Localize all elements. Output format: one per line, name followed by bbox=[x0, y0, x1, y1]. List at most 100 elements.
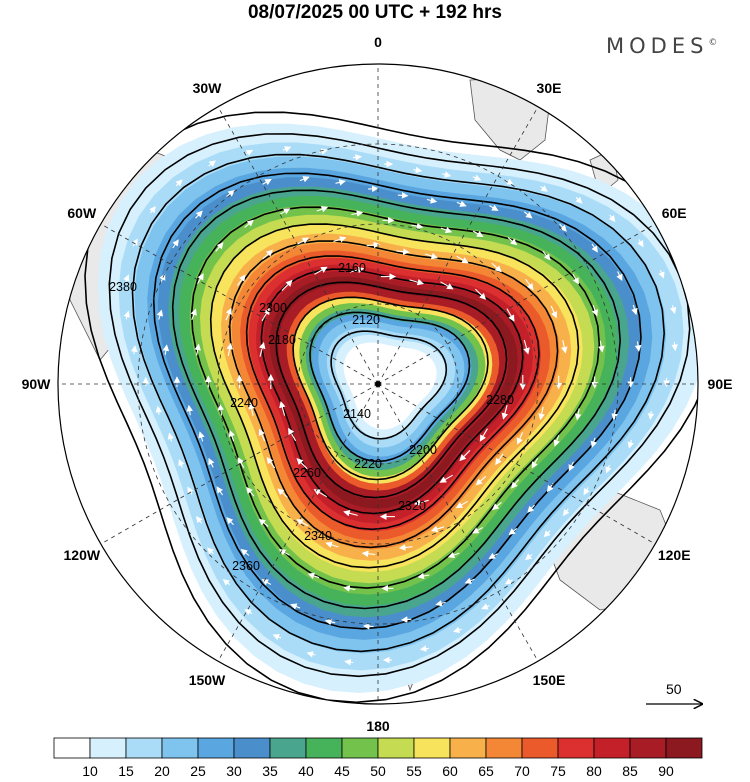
wind-arrow bbox=[244, 219, 254, 228]
colorbar-swatch bbox=[233, 737, 271, 759]
wind-arrow bbox=[481, 603, 490, 610]
wind-arrow bbox=[226, 190, 235, 198]
wind-arrow bbox=[187, 486, 194, 495]
colorbar-swatch bbox=[89, 737, 127, 759]
wind-arrow bbox=[491, 262, 502, 273]
reference-vector-value: 50 bbox=[666, 681, 682, 697]
wind-arrow bbox=[435, 600, 446, 607]
wind-arrow bbox=[314, 266, 328, 275]
wind-arrow bbox=[669, 305, 677, 315]
wind-arrow bbox=[172, 239, 179, 249]
height-contour bbox=[245, 255, 540, 531]
wind-arrow bbox=[178, 458, 185, 468]
colorbar-label: 15 bbox=[118, 763, 134, 779]
colorbar-swatch bbox=[269, 737, 307, 759]
wind-arrow bbox=[228, 429, 235, 442]
wind-arrow bbox=[647, 410, 655, 420]
contour-label: 2380 bbox=[109, 280, 137, 294]
wind-arrow bbox=[397, 192, 409, 199]
wind-arrow bbox=[540, 185, 548, 192]
wind-arrow bbox=[627, 439, 634, 449]
wind-arrow bbox=[162, 344, 170, 355]
wind-arrow bbox=[413, 166, 423, 174]
contour-label: 2220 bbox=[354, 457, 382, 471]
longitude-label: 90W bbox=[22, 376, 52, 392]
wind-arrow bbox=[248, 402, 255, 416]
wind-arrow bbox=[455, 500, 468, 509]
colorbar-swatch bbox=[161, 737, 199, 759]
contour-label-layer: 2120 2140 2160 2180 2200 2220 2240 2260 2280 2300… bbox=[109, 261, 514, 573]
longitude-label: 60E bbox=[662, 205, 687, 221]
wind-arrow bbox=[279, 401, 286, 416]
wind-arrow bbox=[398, 544, 413, 551]
longitude-labels: 0 30E 60E 90E 120E 150E 180 150W 120W 90W 60W 30W bbox=[22, 34, 733, 734]
wind-arrow bbox=[475, 475, 487, 486]
wind-arrow bbox=[215, 242, 224, 252]
wind-arrow bbox=[366, 241, 381, 249]
wind-arrow bbox=[527, 504, 535, 513]
wind-arrow bbox=[658, 269, 665, 279]
wind-arrow bbox=[562, 508, 570, 517]
colorbar-label: 45 bbox=[334, 763, 350, 779]
wind-arrow bbox=[634, 341, 642, 352]
longitude-label: 90E bbox=[708, 376, 733, 392]
wind-arrow bbox=[504, 578, 513, 585]
contour-label: 2140 bbox=[343, 407, 371, 421]
wind-arrow bbox=[175, 179, 183, 187]
contour-label: 2200 bbox=[409, 443, 437, 457]
wind-arrow bbox=[245, 149, 254, 156]
wind-arrow bbox=[361, 550, 376, 558]
wind-arrow bbox=[306, 651, 316, 658]
colorbar-label: 90 bbox=[658, 763, 674, 779]
wind-arrow bbox=[343, 510, 358, 517]
colorbar-label: 20 bbox=[154, 763, 170, 779]
wind-arrow bbox=[316, 206, 329, 213]
wind-arrow bbox=[368, 185, 379, 193]
wind-arrow bbox=[591, 243, 598, 253]
wind-arrow bbox=[244, 609, 253, 616]
wind-arrow bbox=[442, 171, 452, 178]
wind-arrow bbox=[542, 250, 551, 261]
contour-label: 2240 bbox=[230, 396, 258, 410]
wind-arrow bbox=[266, 457, 276, 469]
longitude-label: 30E bbox=[537, 80, 562, 96]
wind-arrow bbox=[130, 345, 138, 355]
wind-arrow bbox=[261, 579, 272, 586]
longitude-label: 60W bbox=[67, 205, 97, 221]
wind-arrow bbox=[671, 342, 678, 352]
wind-arrow bbox=[296, 519, 309, 527]
longitude-label: 150E bbox=[533, 672, 566, 688]
colorbar-label: 30 bbox=[226, 763, 242, 779]
wind-arrow bbox=[352, 154, 362, 161]
wind-arrow bbox=[277, 488, 288, 498]
colorbar-label: 25 bbox=[190, 763, 206, 779]
reference-vector-arrow: 50 bbox=[646, 681, 710, 720]
wind-arrow bbox=[240, 548, 250, 556]
meridian-line bbox=[100, 383, 379, 545]
wind-arrow bbox=[258, 518, 269, 527]
wind-arrow bbox=[288, 427, 297, 442]
wind-arrow bbox=[426, 197, 438, 204]
wind-arrow bbox=[411, 222, 424, 230]
map-title: 08/07/2025 00 UTC + 192 hrs bbox=[247, 2, 503, 23]
wind-arrow bbox=[282, 146, 292, 153]
wind-arrow bbox=[413, 499, 429, 506]
wind-arrow bbox=[591, 304, 599, 317]
wind-arrow bbox=[335, 179, 346, 186]
wind-arrow bbox=[568, 461, 575, 472]
wind-arrow bbox=[325, 541, 339, 548]
height-contour bbox=[171, 189, 622, 610]
wind-arrow bbox=[572, 273, 579, 285]
wind-arrow bbox=[186, 404, 193, 416]
colorbar-label: 65 bbox=[478, 763, 494, 779]
contour-label: 2280 bbox=[486, 393, 514, 407]
colorbar-swatch bbox=[413, 737, 451, 759]
wind-arrow bbox=[598, 340, 605, 353]
longitude-label: 120E bbox=[658, 547, 691, 563]
contour-label: 2300 bbox=[259, 301, 287, 315]
wind-arrow bbox=[396, 248, 410, 255]
wind-arrow bbox=[225, 307, 232, 321]
colorbar-swatch bbox=[125, 737, 163, 759]
wind-arrow bbox=[543, 530, 551, 538]
meridian-line bbox=[217, 383, 379, 662]
